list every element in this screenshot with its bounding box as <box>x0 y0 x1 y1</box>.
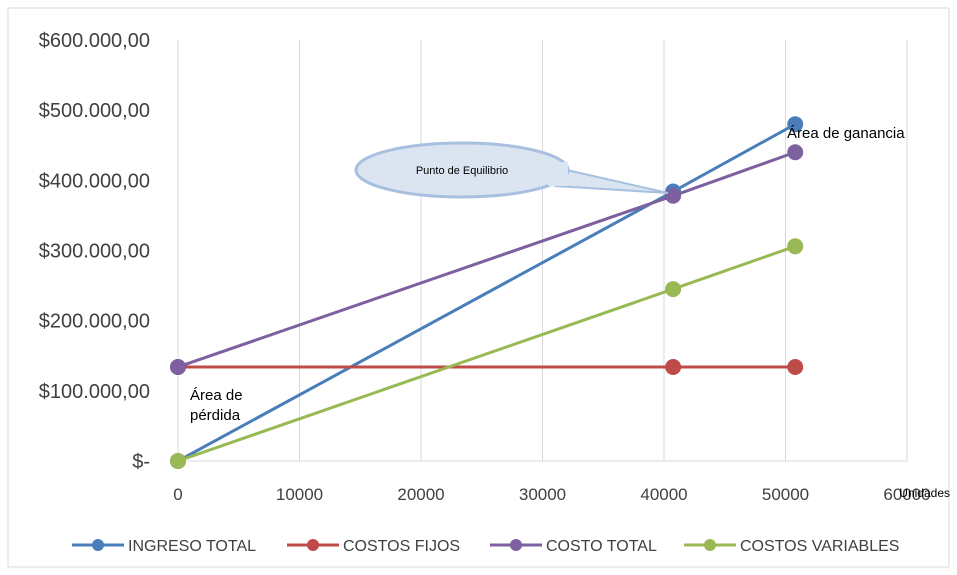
data-point <box>787 358 804 375</box>
breakeven-label: Punto de Equilibrio <box>416 165 508 177</box>
legend-marker <box>307 539 319 551</box>
data-point <box>170 358 186 375</box>
y-tick-label: $- <box>132 451 150 473</box>
data-point <box>787 238 804 255</box>
y-tick-label: $300.000,00 <box>39 241 150 263</box>
profit-area-label: Área de ganancia <box>787 125 905 142</box>
y-tick-label: $100.000,00 <box>39 381 150 403</box>
y-tick-label: $600.000,00 <box>39 30 150 52</box>
data-point <box>787 144 804 161</box>
axes <box>177 40 907 462</box>
data-point <box>170 453 186 469</box>
x-tick-labels: 0 10000 20000 30000 40000 50000 60000 <box>173 485 930 504</box>
legend-entry: COSTOS VARIABLES <box>740 538 899 555</box>
data-point <box>665 281 682 298</box>
loss-area-label-line1: Área de <box>190 387 243 404</box>
x-tick-label: 0 <box>173 485 182 504</box>
loss-area-label-line2: pérdida <box>190 407 241 424</box>
legend-entry: COSTOS FIJOS <box>343 538 460 555</box>
legend-marker <box>510 539 522 551</box>
x-tick-label: 50000 <box>762 485 809 504</box>
legend-entry: INGRESO TOTAL <box>128 538 256 555</box>
x-tick-label: 40000 <box>640 485 687 504</box>
data-point <box>787 116 804 133</box>
legend-entry: COSTO TOTAL <box>546 538 657 555</box>
legend: INGRESO TOTAL COSTOS FIJOS COSTO TOTAL COST… <box>72 538 899 555</box>
chart-frame <box>7 7 950 568</box>
legend-marker <box>92 539 104 551</box>
legend-marker <box>704 539 716 551</box>
y-tick-labels: $- $100.000,00 $200.000,00 $300.000,00 $400.… <box>39 30 150 473</box>
y-tick-label: $400.000,00 <box>39 170 150 192</box>
breakeven-callout: Punto de Equilibrio <box>354 141 669 199</box>
data-point <box>665 358 682 375</box>
x-axis-label: Unidades <box>899 486 950 500</box>
y-tick-label: $200.000,00 <box>39 311 150 333</box>
x-tick-label: 20000 <box>397 485 444 504</box>
y-tick-label: $500.000,00 <box>39 100 150 122</box>
x-tick-label: 60000 <box>883 485 930 504</box>
callout-joint <box>548 162 568 186</box>
x-tick-label: 30000 <box>519 485 566 504</box>
data-point <box>665 187 682 204</box>
x-tick-label: 10000 <box>276 485 323 504</box>
